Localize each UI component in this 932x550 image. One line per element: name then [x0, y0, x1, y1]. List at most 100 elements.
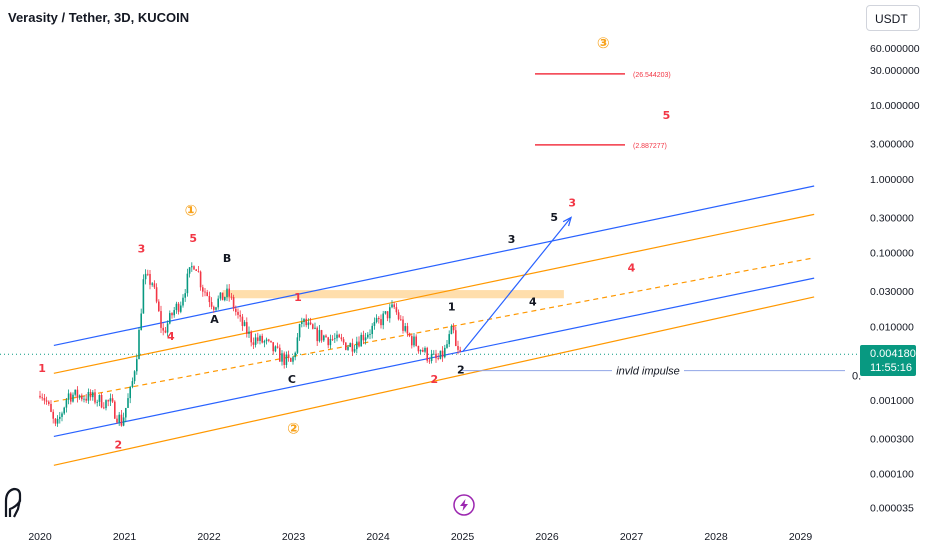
candle-body	[452, 326, 455, 331]
x-tick-label-10: 2029	[789, 531, 813, 543]
x-tick-label-8: 2027	[620, 531, 644, 543]
candle-body	[250, 331, 252, 343]
candle-body	[246, 322, 248, 334]
candle-body	[103, 407, 105, 409]
wave-label-15: 2	[457, 363, 465, 376]
candle-body	[327, 337, 329, 346]
candle-body	[342, 339, 345, 343]
candle-body	[450, 326, 453, 335]
candle-body	[402, 319, 404, 331]
candle-body	[173, 310, 175, 316]
candle-body	[448, 334, 450, 345]
candle-body	[243, 322, 246, 326]
candle-body	[70, 393, 72, 402]
candle-body	[382, 313, 384, 326]
candle-body	[345, 342, 347, 350]
projection-arrow	[462, 217, 572, 353]
y-tick-label-2: 30.000000	[870, 65, 920, 77]
candle-body	[186, 273, 189, 294]
candle-body	[281, 353, 283, 362]
wave-label-16: 3	[508, 233, 516, 246]
candle-body	[184, 293, 186, 298]
candle-body	[404, 326, 406, 331]
candle-body	[415, 336, 417, 346]
candle-body	[362, 334, 365, 341]
candle-body	[48, 401, 50, 404]
y-tick-label-3: 10.000000	[870, 100, 920, 112]
candle-body	[237, 311, 239, 315]
candle-body	[457, 345, 459, 350]
candle-body	[193, 266, 195, 270]
x-tick-label-1: 2020	[28, 531, 52, 543]
candle-body	[204, 291, 206, 293]
candle-body	[226, 288, 228, 298]
candle-body	[428, 360, 431, 362]
candle-body	[287, 354, 290, 359]
bar-countdown: 11:55:16	[870, 362, 913, 374]
candle-body	[265, 339, 268, 342]
wave-label-10: B	[223, 252, 231, 265]
candle-body	[92, 392, 94, 398]
y-tick-label-12: 0.000300	[870, 434, 914, 446]
candle-body	[59, 416, 61, 419]
x-tick-label-2: 2021	[113, 531, 137, 543]
invalidation-label: invld impulse	[616, 366, 680, 378]
candle-body	[272, 342, 274, 352]
candle-body	[45, 400, 48, 402]
candle-body	[109, 398, 112, 402]
candle-body	[129, 386, 131, 399]
candle-body	[426, 347, 428, 361]
candle-body	[155, 287, 158, 302]
candle-body	[296, 337, 299, 353]
candle-body	[338, 334, 340, 338]
logo-path	[4, 487, 22, 518]
y-tick-label-5: 1.000000	[870, 174, 914, 186]
candle-body	[138, 329, 140, 360]
candle-body	[351, 343, 354, 352]
candle-body	[182, 297, 184, 306]
y-tick-label-14: 0.000035	[870, 502, 914, 514]
wave-label-8: 5	[189, 232, 197, 245]
wave-label-11: C	[288, 373, 296, 386]
candle-body	[283, 353, 285, 365]
candle-body	[188, 267, 191, 274]
candle-body	[274, 346, 277, 352]
currency-button[interactable]: USDT	[866, 5, 920, 31]
candle-body	[241, 316, 244, 326]
wave-label-18: 5	[550, 211, 558, 224]
candle-body	[94, 392, 96, 403]
y-tick-label-8: 0.030000	[870, 286, 914, 298]
candle-body	[195, 269, 197, 271]
candle-body	[136, 359, 138, 372]
candle-body	[259, 335, 261, 341]
x-tick-label-5: 2024	[366, 531, 390, 543]
candle-body	[164, 330, 167, 333]
candle-body	[334, 338, 336, 340]
candle-body	[100, 395, 103, 408]
candle-body	[89, 392, 92, 398]
candle-body	[422, 349, 424, 352]
candle-body	[257, 337, 259, 341]
invalidation-label-bg	[612, 362, 684, 378]
candle-body	[98, 395, 101, 402]
candle-body	[380, 319, 382, 326]
candle-body	[153, 283, 156, 288]
y-tick-label-1: 60.000000	[870, 43, 920, 55]
y-tick-label-9: 0.010000	[870, 321, 914, 333]
candle-body	[441, 350, 444, 358]
candle-body	[373, 321, 376, 326]
candle-body	[160, 311, 162, 328]
candle-body	[347, 346, 349, 350]
lightning-icon	[453, 494, 475, 516]
candle-body	[437, 358, 439, 360]
candle-body	[215, 307, 217, 310]
candle-body	[127, 398, 129, 408]
candle-body	[433, 353, 435, 355]
chart-title: Verasity / Tether, 3D, KUCOIN	[8, 10, 190, 25]
y-tick-label-7: 0.100000	[870, 248, 914, 260]
candle-body	[180, 305, 182, 312]
candle-body	[107, 400, 109, 402]
wave-label-21: 5	[663, 109, 671, 122]
candle-body	[331, 338, 334, 340]
